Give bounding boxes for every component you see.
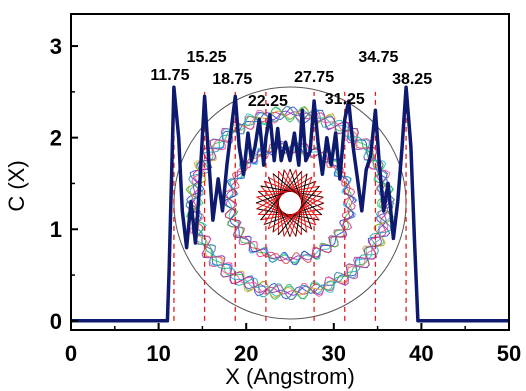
- y-tick-label: 3: [50, 34, 62, 59]
- peak-label: 15.25: [187, 49, 227, 66]
- x-tick-label: 20: [234, 341, 258, 366]
- x-axis-ticks: 0 10 20 30 40 50: [65, 323, 521, 366]
- y-tick-label: 1: [50, 217, 62, 242]
- peak-label: 31.25: [325, 91, 365, 108]
- x-tick-label: 0: [65, 341, 77, 366]
- peak-label: 22.25: [248, 93, 288, 110]
- peak-label: 34.75: [358, 49, 398, 66]
- series-line: [71, 85, 509, 323]
- y-tick-label: 0: [50, 309, 62, 334]
- y-axis-ticks: 0 1 2 3: [50, 34, 78, 334]
- peak-label: 18.75: [212, 71, 252, 88]
- molecular-structure-inset: [173, 86, 407, 320]
- peak-label: 27.75: [294, 69, 334, 86]
- plot-frame: [70, 13, 510, 331]
- y-axis-title: C (X): [4, 160, 29, 211]
- peak-label: 11.75: [150, 67, 189, 84]
- outer-chain-ring: [185, 105, 396, 301]
- peak-label: 38.25: [392, 71, 432, 88]
- x-tick-label: 10: [146, 341, 170, 366]
- x-axis-title: X (Angstrom): [225, 364, 355, 389]
- x-tick-label: 40: [409, 341, 433, 366]
- x-tick-label: 30: [322, 341, 346, 366]
- y-tick-label: 2: [50, 126, 62, 151]
- x-tick-label: 50: [497, 341, 521, 366]
